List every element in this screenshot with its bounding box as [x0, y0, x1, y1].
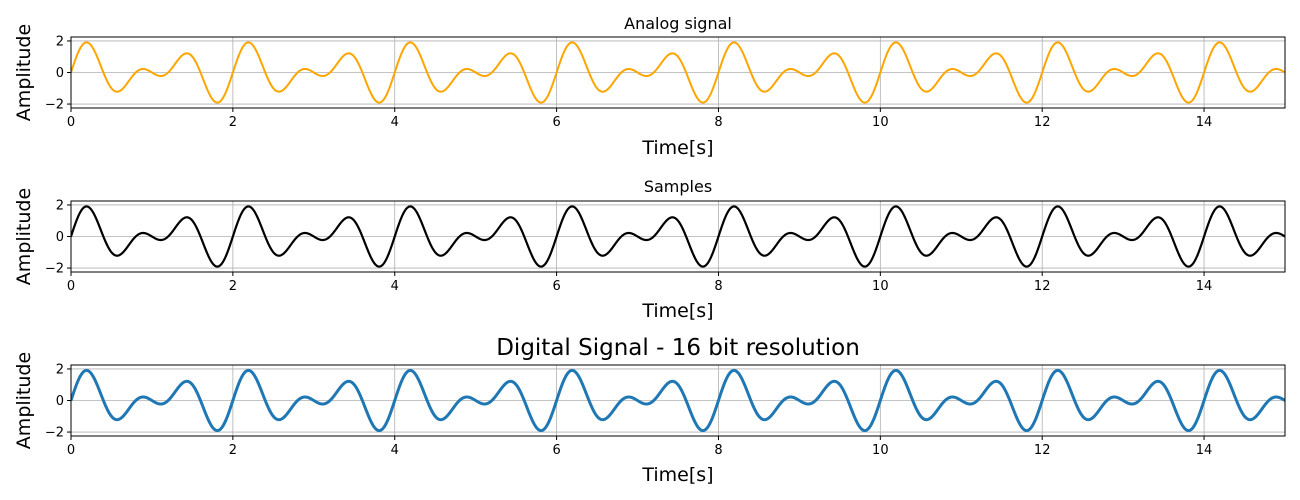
y-tick-label: 2 — [56, 362, 64, 377]
x-tick-label: 4 — [391, 279, 399, 294]
x-tick-label: 12 — [1034, 115, 1051, 130]
panel-digital-signal: Digital Signal - 16 bit resolution Time[… — [13, 335, 1286, 486]
y-tick-label: 0 — [56, 66, 64, 81]
x-tick-label: 8 — [714, 115, 722, 130]
y-tick-label: 2 — [56, 34, 64, 49]
x-tick-label: 6 — [552, 443, 560, 458]
x-tick-label: 4 — [391, 443, 399, 458]
panel-analog-signal: Analog signal Time[s] Amplitude 0 2 4 6 8 10 1… — [13, 14, 1286, 159]
y-tick-label: −2 — [45, 262, 64, 277]
y-axis-label: Amplitude — [13, 188, 35, 285]
x-tick-label: 10 — [872, 279, 889, 294]
x-axis-label: Time[s] — [641, 137, 713, 159]
x-tick-label: 14 — [1196, 279, 1213, 294]
x-axis-label: Time[s] — [641, 300, 713, 322]
x-tick-label: 2 — [229, 443, 237, 458]
series-line — [71, 205, 1285, 268]
y-tick-label: 2 — [56, 198, 64, 213]
x-tick-label: 2 — [229, 115, 237, 130]
y-tick-label: 0 — [56, 394, 64, 409]
x-tick-label: 2 — [229, 279, 237, 294]
series-line — [71, 368, 1285, 433]
x-tick-label: 6 — [552, 279, 560, 294]
x-tick-label: 4 — [391, 115, 399, 130]
x-tick-label: 8 — [714, 443, 722, 458]
x-tick-label: 8 — [714, 279, 722, 294]
x-axis-label: Time[s] — [641, 464, 713, 486]
series-line — [71, 41, 1285, 104]
x-tick-label: 0 — [67, 115, 75, 130]
chart-title: Samples — [644, 177, 712, 196]
panel-samples: Samples Time[s] Amplitude 0 2 4 6 8 10 12 14−20… — [13, 177, 1286, 322]
x-tick-label: 6 — [552, 115, 560, 130]
x-tick-label: 10 — [872, 115, 889, 130]
y-axis-label: Amplitude — [13, 24, 35, 121]
y-tick-label: 0 — [56, 230, 64, 245]
x-tick-label: 14 — [1196, 443, 1213, 458]
x-tick-label: 0 — [67, 443, 75, 458]
chart-title: Analog signal — [624, 14, 732, 33]
y-tick-label: −2 — [45, 426, 64, 441]
x-tick-label: 10 — [872, 443, 889, 458]
x-tick-label: 0 — [67, 279, 75, 294]
x-tick-label: 12 — [1034, 443, 1051, 458]
chart-title: Digital Signal - 16 bit resolution — [496, 335, 860, 361]
y-tick-label: −2 — [45, 98, 64, 113]
y-axis-label: Amplitude — [13, 352, 35, 449]
x-tick-label: 14 — [1196, 115, 1213, 130]
x-tick-label: 12 — [1034, 279, 1051, 294]
